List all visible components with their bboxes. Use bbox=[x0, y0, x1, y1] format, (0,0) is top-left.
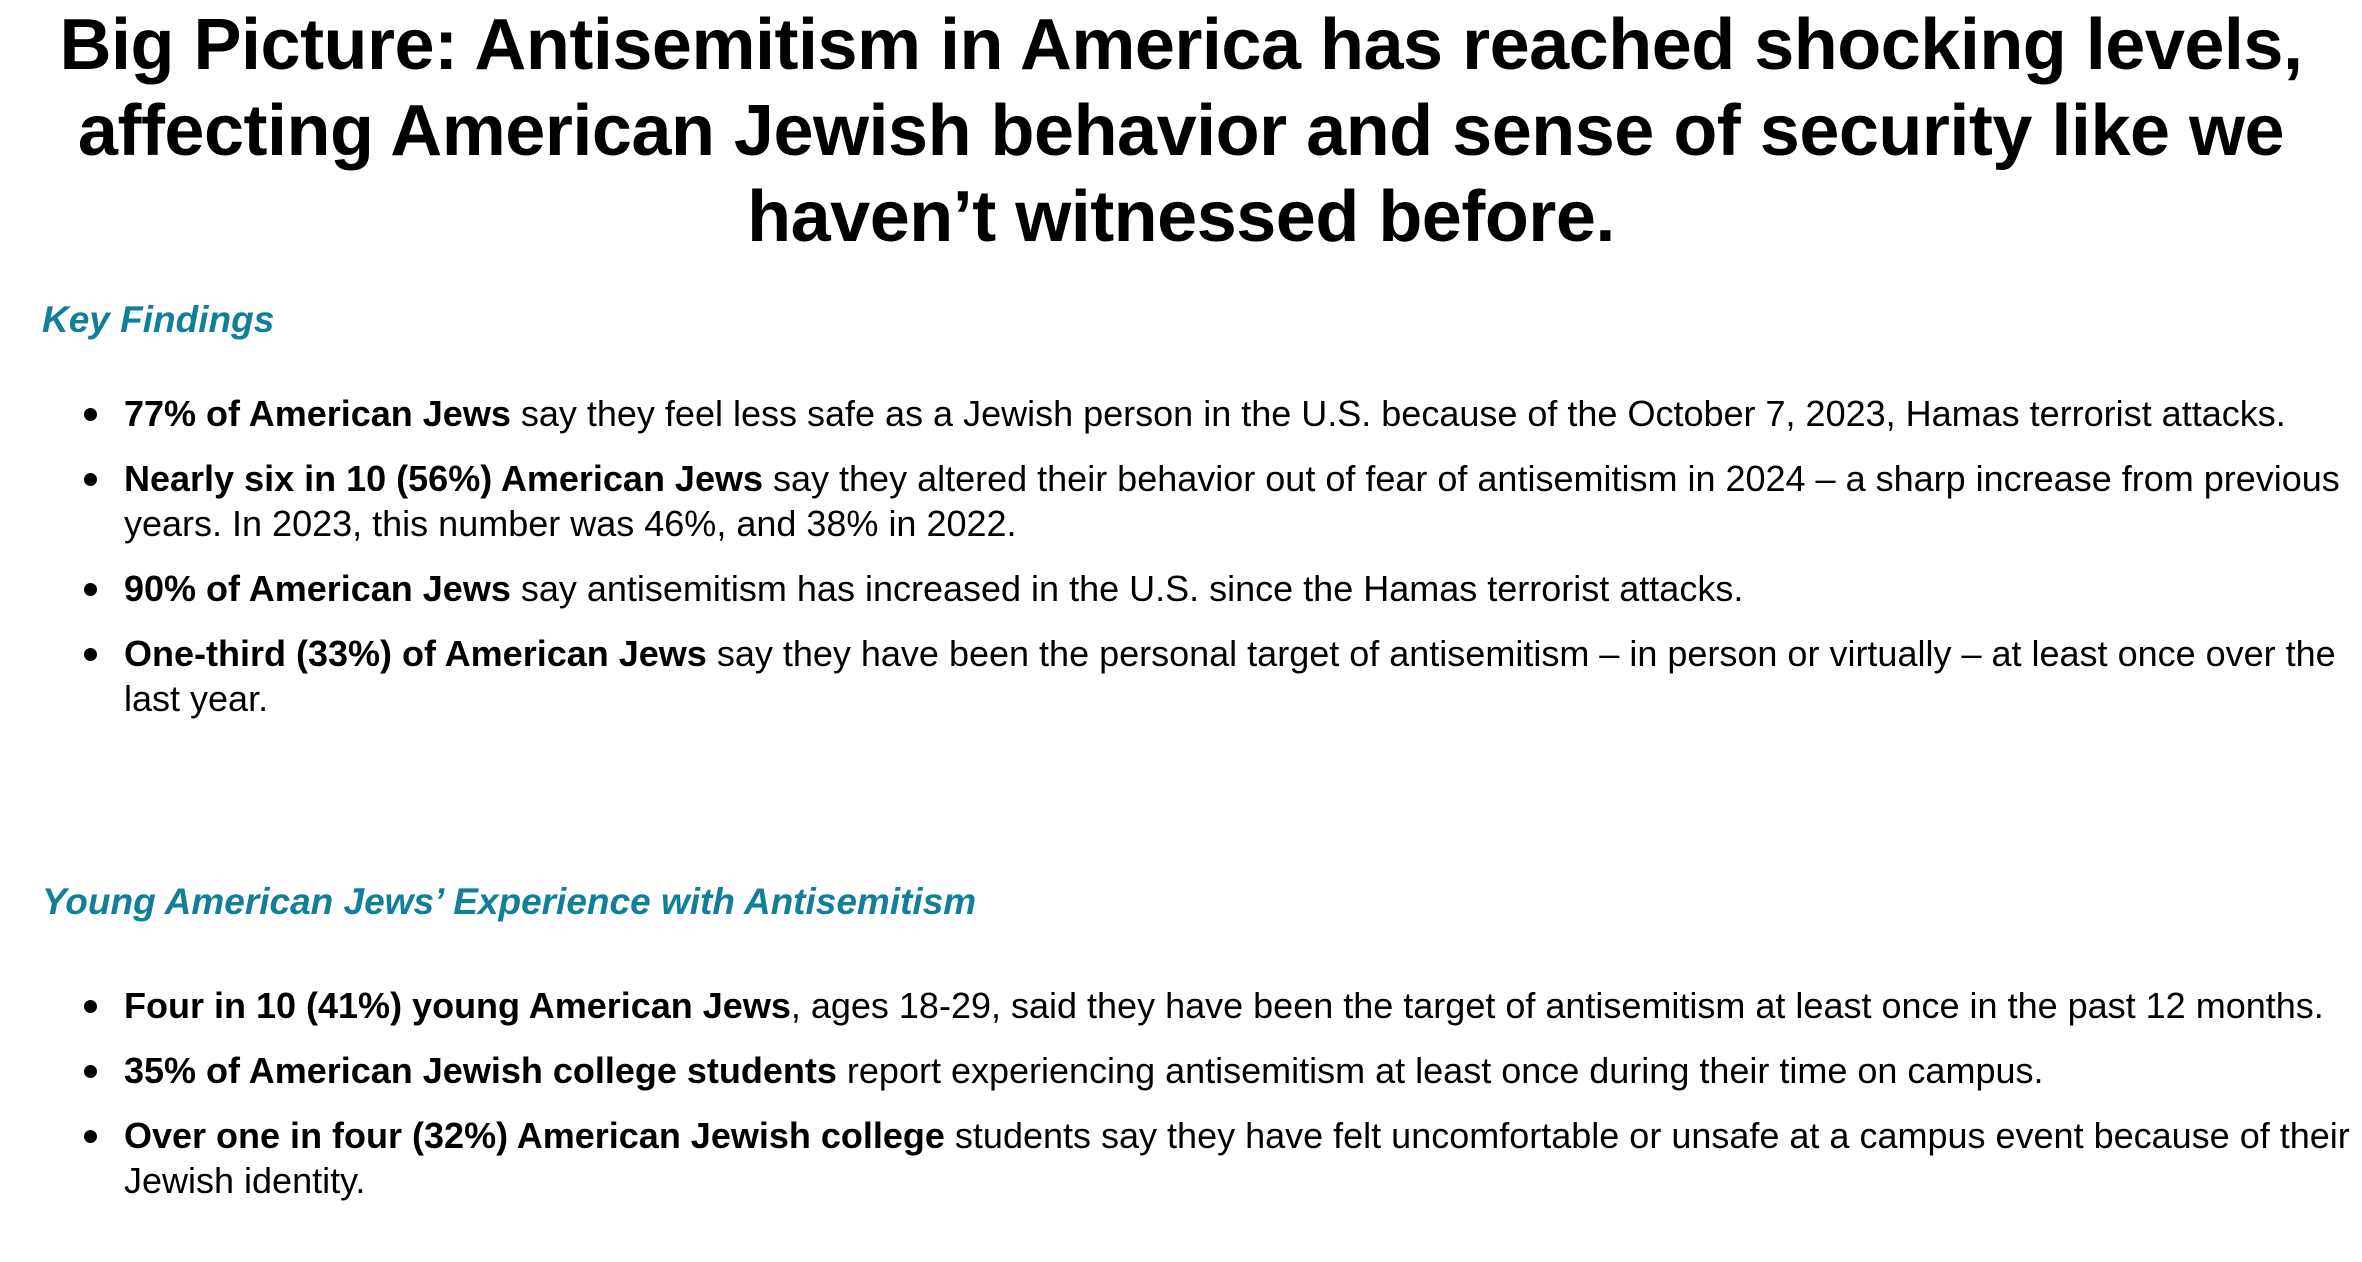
finding-item: 77% of American Jews say they feel less … bbox=[80, 391, 2350, 436]
finding-text: say they have been the personal target o… bbox=[124, 633, 2336, 719]
bullet-icon bbox=[84, 473, 97, 486]
finding-item: One-third (33%) of American Jews say the… bbox=[80, 631, 2350, 721]
finding-item: 90% of American Jews say antisemitism ha… bbox=[80, 566, 2350, 611]
key-findings-list: 77% of American Jews say they feel less … bbox=[80, 391, 2350, 741]
page-headline: Big Picture: Antisemitism in America has… bbox=[59, 5, 2303, 257]
finding-item: 35% of American Jewish college students … bbox=[80, 1048, 2350, 1093]
finding-highlight: Over one in four (32%) American Jewish c… bbox=[124, 1115, 945, 1156]
finding-highlight: Nearly six in 10 (56%) American Jews bbox=[124, 458, 763, 499]
finding-text: say they feel less safe as a Jewish pers… bbox=[510, 393, 2286, 434]
finding-highlight: Four in 10 (41%) young American Jews bbox=[124, 985, 791, 1026]
finding-text: report experiencing antisemitism at leas… bbox=[836, 1050, 2044, 1091]
finding-text: students say they have felt uncomfortabl… bbox=[124, 1115, 2350, 1201]
finding-highlight: One-third (33%) of American Jews bbox=[124, 633, 707, 674]
finding-item: Over one in four (32%) American Jewish c… bbox=[80, 1113, 2350, 1203]
bullet-icon bbox=[84, 408, 97, 421]
bullet-icon bbox=[84, 1130, 97, 1143]
bullet-icon bbox=[84, 583, 97, 596]
finding-text: say antisemitism has increased in the U.… bbox=[510, 568, 1744, 609]
bullet-icon bbox=[84, 1065, 97, 1078]
finding-highlight: 77% of American Jews bbox=[124, 393, 511, 434]
young-jews-findings-list: Four in 10 (41%) young American Jews, ag… bbox=[80, 983, 2350, 1223]
finding-text: , ages 18-29, said they have been the ta… bbox=[790, 985, 2324, 1026]
finding-item: Nearly six in 10 (56%) American Jews say… bbox=[80, 456, 2350, 546]
finding-highlight: 35% of American Jewish college students bbox=[124, 1050, 837, 1091]
section-title-young-american-jews: Young American Jews’ Experience with Ant… bbox=[42, 881, 977, 922]
finding-highlight: 90% of American Jews bbox=[124, 568, 511, 609]
finding-text: say they altered their behavior out of f… bbox=[124, 458, 2340, 544]
section-title-key-findings: Key Findings bbox=[42, 299, 275, 340]
finding-item: Four in 10 (41%) young American Jews, ag… bbox=[80, 983, 2350, 1028]
bullet-icon bbox=[84, 648, 97, 661]
bullet-icon bbox=[84, 1000, 97, 1013]
